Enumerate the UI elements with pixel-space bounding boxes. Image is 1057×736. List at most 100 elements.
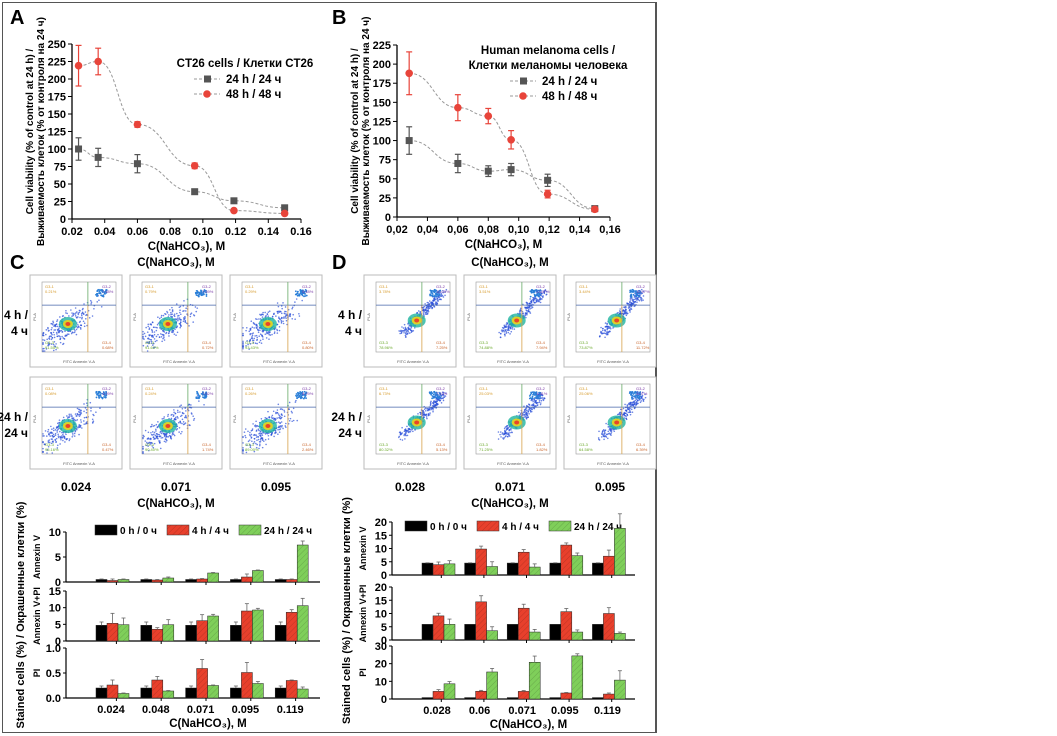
event-dot	[431, 294, 434, 297]
event-dot	[57, 428, 59, 431]
event-dot	[198, 397, 200, 400]
event-dot	[628, 409, 631, 412]
event-dot	[183, 416, 186, 419]
event-dot	[292, 313, 295, 316]
quad-label: G3-1	[45, 386, 55, 391]
event-dot	[636, 293, 638, 296]
event-dot	[161, 436, 164, 439]
event-dot	[283, 409, 285, 412]
event-dot	[150, 323, 152, 325]
event-dot	[442, 391, 445, 394]
event-dot	[173, 434, 176, 437]
event-dot	[85, 416, 88, 419]
event-dot	[149, 425, 152, 428]
event-dot	[509, 326, 512, 329]
density-core	[165, 322, 171, 326]
event-dot	[524, 413, 526, 416]
event-dot	[427, 412, 430, 415]
event-dot	[505, 325, 508, 327]
event-dot	[305, 289, 308, 292]
event-dot	[259, 432, 261, 434]
event-dot	[162, 314, 165, 317]
flow-plot: G3-125.03%G3-21.91%G3-371.25%G3-41.82%FI…	[463, 376, 557, 470]
event-dot	[167, 435, 170, 438]
event-dot	[168, 335, 170, 337]
event-dot	[623, 417, 626, 419]
event-dot	[245, 329, 247, 332]
quad-label: G3-1	[379, 284, 389, 289]
event-dot	[529, 411, 532, 413]
event-dot	[44, 430, 47, 432]
event-dot	[256, 342, 258, 345]
flow-plot: G3-10.08%G3-24.29%G3-395.16%G3-40.47%FIT…	[29, 376, 123, 470]
event-dot	[42, 339, 44, 341]
event-dot	[542, 398, 544, 401]
event-dot	[503, 324, 506, 327]
event-dot	[624, 312, 627, 315]
legend-marker-24h	[204, 75, 211, 83]
event-dot	[282, 320, 284, 323]
event-dot	[245, 451, 248, 454]
legend-swatch	[476, 520, 500, 532]
event-dot	[295, 394, 297, 397]
bar-0h	[421, 624, 434, 641]
event-dot	[177, 421, 180, 424]
x-tick-label: 0.071	[508, 705, 536, 717]
event-dot	[55, 343, 57, 345]
event-dot	[642, 295, 645, 297]
event-dot	[183, 318, 185, 321]
event-dot	[72, 314, 75, 317]
event-dot	[56, 429, 58, 432]
event-dot	[55, 437, 58, 440]
axis-y-label: PI-A	[566, 415, 571, 423]
event-dot	[532, 403, 535, 405]
event-dot	[59, 430, 61, 433]
event-dot	[62, 343, 64, 346]
quad-value: 90.40%	[145, 447, 159, 452]
event-dot	[51, 434, 54, 437]
event-dot	[524, 306, 527, 309]
flow-grid-d: C(NaHCO₃), M4 h /4 ч24 h /24 ч0.028 0.071…	[331, 257, 657, 510]
event-dot	[290, 410, 293, 413]
y-tick-label: 15	[49, 586, 61, 598]
event-dot	[78, 413, 81, 416]
x-tick-label: 0,14	[569, 224, 591, 236]
event-dot	[279, 310, 281, 312]
event-dot	[65, 310, 67, 312]
event-dot	[427, 307, 429, 309]
event-dot	[163, 335, 165, 337]
event-dot	[626, 312, 629, 315]
quad-value: 1.82%	[536, 447, 548, 452]
event-dot	[508, 428, 511, 431]
event-dot	[277, 433, 279, 435]
event-dot	[268, 333, 270, 336]
event-dot	[155, 329, 158, 332]
event-dot	[267, 315, 270, 318]
event-dot	[277, 428, 279, 431]
legend-title-2: Клетки меланомы человека	[469, 60, 628, 72]
event-dot	[171, 309, 174, 311]
event-dot	[442, 396, 445, 398]
event-dot	[179, 422, 182, 424]
event-dot	[179, 321, 182, 324]
event-dot	[255, 434, 258, 436]
event-dot	[298, 392, 301, 395]
bar-4h	[285, 579, 298, 583]
event-dot	[98, 292, 100, 294]
event-dot	[259, 434, 261, 437]
event-dot	[162, 334, 165, 336]
event-dot	[277, 310, 280, 313]
x-axis-label: C(NaHCO₃), M	[148, 241, 226, 253]
event-dot	[255, 446, 258, 449]
event-dot	[258, 318, 260, 320]
event-dot	[608, 330, 611, 333]
event-dot	[529, 312, 532, 314]
legend-swatch	[548, 520, 572, 532]
event-dot	[504, 334, 506, 337]
event-dot	[535, 299, 538, 301]
event-dot	[604, 429, 606, 432]
event-dot	[414, 429, 416, 431]
event-dot	[254, 342, 257, 345]
event-dot	[538, 295, 540, 298]
